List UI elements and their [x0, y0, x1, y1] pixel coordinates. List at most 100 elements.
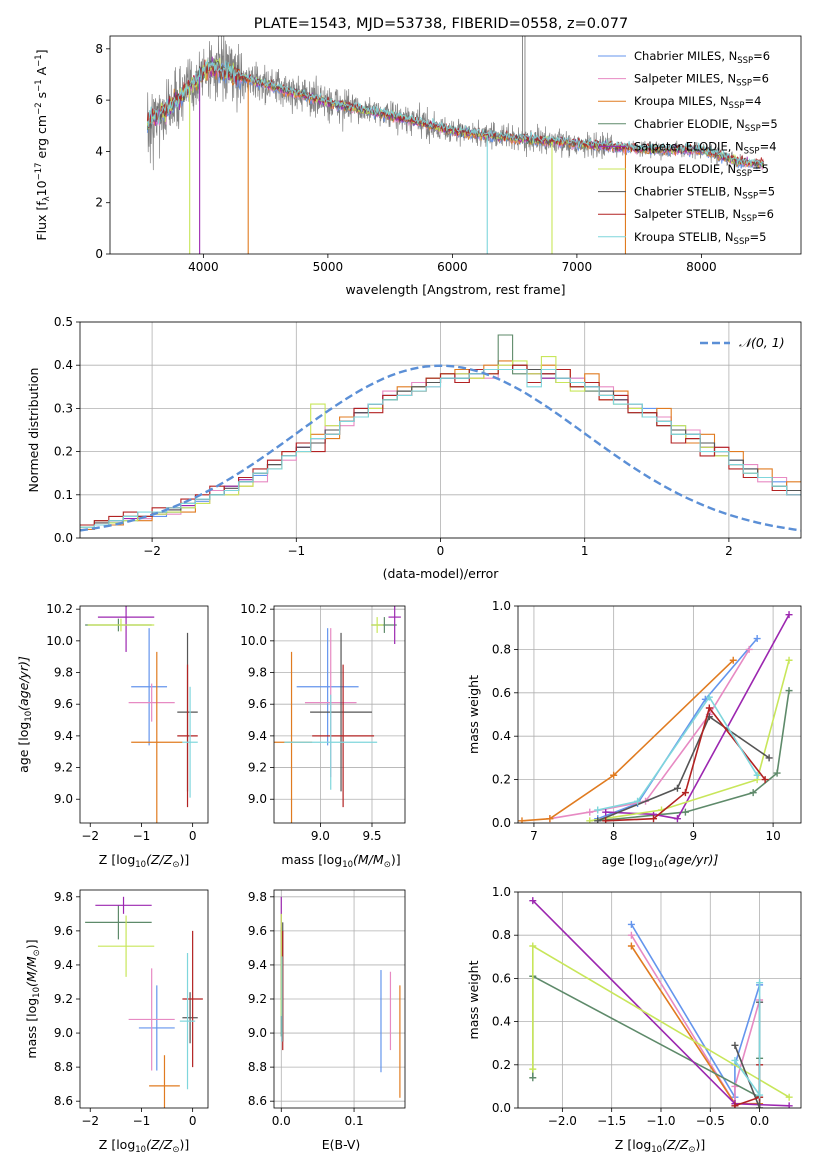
y-tick-label: 0.3	[54, 401, 73, 415]
legend-entry: Salpeter MILES, NSSP=6	[634, 72, 769, 89]
y-tick-label: 9.2	[248, 761, 267, 775]
y-tick-label: 9.8	[248, 890, 267, 904]
y-tick-label: 9.0	[248, 792, 267, 806]
series-chabrier-elodie	[529, 972, 764, 1101]
label-part: =6	[757, 207, 774, 221]
label-part: SSP	[729, 101, 745, 111]
series-kroupa-stelib	[731, 979, 764, 1099]
data-point-marker	[785, 611, 793, 619]
errorbar-salpeter-stelib	[312, 664, 375, 808]
plot-area	[518, 611, 793, 823]
x-tick-label: 7000	[562, 260, 593, 274]
data-point-marker	[753, 771, 761, 779]
data-point-marker	[731, 1056, 739, 1064]
label-part: =5	[752, 162, 769, 176]
label-part: SSP	[737, 56, 753, 66]
x-axis-label: Z [log10(Z/Z⊙)]	[615, 1137, 705, 1155]
data-point-marker	[785, 656, 793, 664]
data-point-marker	[761, 776, 769, 784]
label-part: Kroupa STELIB, N	[634, 230, 734, 244]
label-part: ⊙	[172, 1145, 179, 1155]
series-line	[630, 934, 761, 1107]
x-tick-label: 8	[610, 829, 618, 843]
mass-vs-metallicity-panel: −2 −1 08.68.89.09.29.49.69.8Z [log10(Z/Z⊙)…	[24, 889, 209, 1155]
label-part: 10	[34, 180, 49, 196]
label-part: (age/yr)]	[16, 656, 31, 711]
legend-entry: Chabrier STELIB, NSSP=5	[634, 185, 775, 202]
label-part: erg cm	[34, 115, 49, 163]
errorbar-kroupa-elodie	[97, 915, 155, 977]
axes-border	[79, 605, 209, 824]
y-tick-label: 10.0	[46, 634, 73, 648]
errorbar-kroupa-stelib	[182, 686, 198, 798]
label-part: ⊙	[32, 949, 42, 956]
y-tick-label: 9.4	[248, 958, 267, 972]
data-point-marker	[634, 797, 642, 805]
x-tick-label: 9.0	[311, 829, 330, 843]
errorbar-salpeter-elodie	[388, 606, 401, 645]
x-tick-label: 9.5	[362, 829, 381, 843]
x-axis-label: Z [log10(Z/Z⊙)]	[99, 852, 189, 870]
errorbar-kroupa-stelib	[179, 953, 196, 1090]
series-salpeter-miles	[627, 931, 764, 1108]
label-part: ⊙	[688, 1145, 695, 1155]
series-chabrier-miles	[594, 635, 761, 823]
errorbar-salpeter-stelib	[177, 664, 198, 808]
data-point-marker	[745, 645, 753, 653]
y-tick-label: 9.0	[54, 1026, 73, 1040]
massweight-vs-metallicity-panel: −2.0 −1.5 −1.0 −0.5 0.0 0.0 0.2 0.4 0.6 0.8 1.0 Z […	[466, 885, 802, 1155]
x-axis-label: age [log10(age/yr)]	[602, 852, 719, 870]
label-part: age [log	[16, 722, 31, 773]
label-part: (M/M	[24, 956, 39, 987]
label-part: =4	[744, 94, 761, 108]
legend-entry: Kroupa STELIB, NSSP=5	[634, 230, 766, 247]
y-axis-label: mass weight	[466, 960, 481, 1039]
legend-entry: Chabrier ELODIE, NSSP=5	[634, 117, 778, 134]
y-tick-label: 0.4	[492, 1015, 511, 1029]
data-point-marker	[529, 1065, 537, 1073]
x-tick-label: 0.1	[345, 1114, 364, 1128]
axes-frame: −2 −1 0 9.0 9.2 9.4 9.6 9.8 10.0 10.2	[46, 602, 209, 843]
label-part: −1	[34, 79, 44, 92]
x-axis-label: (data-model)/error	[383, 566, 500, 581]
label-part: SSP	[745, 124, 761, 134]
label-part: =4	[760, 139, 777, 153]
x-axis-label: wavelength [Angstrom, rest frame]	[345, 282, 565, 297]
data-point-marker	[731, 1102, 739, 1108]
y-tick-label: 0.8	[492, 928, 511, 942]
data-point-marker	[594, 817, 602, 823]
label-part: =5	[761, 117, 778, 131]
plot-area	[280, 896, 401, 1098]
y-tick-label: 9.4	[54, 958, 73, 972]
label-part: −1	[34, 54, 44, 67]
plot-area	[85, 606, 198, 823]
errorbar-kroupa-miles	[149, 1055, 180, 1108]
label-part: =5	[749, 230, 766, 244]
figure-title: PLATE=1543, MJD=53738, FIBERID=0558, z=0…	[254, 16, 628, 32]
label-part: (Z/Z	[662, 1137, 689, 1152]
data-point-marker	[773, 769, 781, 777]
y-tick-label: 0	[95, 247, 103, 261]
axes-frame: −2.0 −1.5 −1.0 −0.5 0.0 0.0 0.2 0.4 0.6 0.8 1.0	[492, 885, 802, 1128]
label-part: Salpeter MILES, N	[634, 72, 736, 86]
label-part: 10	[342, 860, 353, 870]
legend-entry: Salpeter STELIB, NSSP=6	[634, 207, 774, 224]
x-tick-label: 10	[765, 829, 780, 843]
x-tick-label: −1	[133, 829, 151, 843]
label-part: 10	[651, 1145, 662, 1155]
y-tick-label: 8	[95, 42, 103, 56]
errorbar-salpeter-stelib	[182, 930, 203, 1068]
age-vs-metallicity-panel: −2 −1 09.09.29.49.69.810.010.2Z [log10(Z/Z…	[16, 602, 209, 870]
x-tick-label: 0.0	[750, 1114, 769, 1128]
data-point-marker	[756, 979, 764, 987]
label-part: SSP	[744, 146, 760, 156]
label-part: )]	[179, 852, 189, 867]
x-axis-label: Z [log10(Z/Z⊙)]	[99, 1137, 189, 1155]
x-tick-label: 5000	[313, 260, 344, 274]
x-tick-label: −0.5	[696, 1114, 725, 1128]
data-point-marker	[749, 789, 757, 797]
data-point-marker	[627, 942, 635, 950]
x-tick-label: −2	[81, 1114, 99, 1128]
y-tick-label: 9.8	[54, 666, 73, 680]
